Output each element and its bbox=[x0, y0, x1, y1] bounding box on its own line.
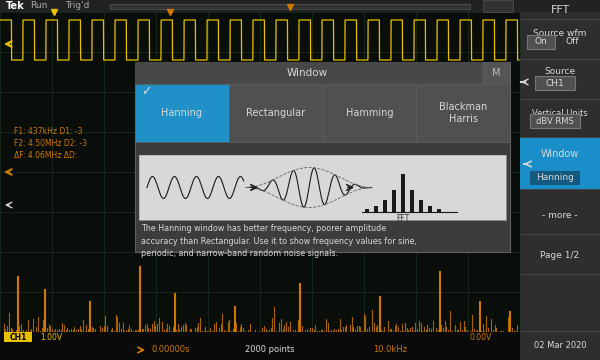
Bar bbox=[135, 62, 510, 84]
Text: F2: 4.50MHz D2: -3: F2: 4.50MHz D2: -3 bbox=[14, 139, 87, 148]
Bar bbox=[323, 84, 416, 142]
Text: 02 Mar 2020: 02 Mar 2020 bbox=[533, 341, 586, 350]
Bar bbox=[365, 209, 369, 212]
Bar bbox=[416, 84, 510, 142]
Bar bbox=[530, 114, 580, 128]
Bar bbox=[135, 62, 510, 252]
Bar bbox=[482, 62, 510, 84]
Bar bbox=[110, 4, 470, 9]
Text: - more -: - more - bbox=[542, 211, 578, 220]
Text: CH1: CH1 bbox=[545, 78, 565, 87]
Text: 2000 points: 2000 points bbox=[245, 346, 295, 355]
Text: Page 1/2: Page 1/2 bbox=[541, 251, 580, 260]
Text: Run: Run bbox=[30, 1, 47, 10]
Text: dBV RMS: dBV RMS bbox=[536, 117, 574, 126]
Bar bbox=[520, 99, 600, 100]
Bar bbox=[229, 84, 323, 142]
Bar bbox=[383, 200, 387, 212]
Bar bbox=[0, 332, 520, 360]
Bar bbox=[4, 332, 32, 342]
Bar bbox=[520, 331, 600, 332]
Bar bbox=[0, 332, 520, 360]
Text: FFT: FFT bbox=[397, 214, 410, 223]
Bar bbox=[520, 189, 600, 190]
Text: ✓: ✓ bbox=[141, 85, 151, 99]
Text: Window: Window bbox=[287, 68, 328, 78]
Bar bbox=[520, 234, 600, 235]
Text: M: M bbox=[492, 68, 500, 78]
Bar bbox=[520, 274, 600, 275]
Bar bbox=[139, 155, 506, 220]
Bar bbox=[535, 76, 575, 90]
Bar bbox=[401, 174, 405, 212]
Text: FFT: FFT bbox=[550, 5, 569, 15]
Text: F1: 437kHz D1: -3: F1: 437kHz D1: -3 bbox=[14, 127, 83, 136]
Text: Fine: Fine bbox=[490, 1, 509, 10]
Bar bbox=[437, 209, 441, 212]
Bar bbox=[374, 206, 378, 212]
Text: Blackman
Harris: Blackman Harris bbox=[439, 102, 487, 124]
Text: Hamming: Hamming bbox=[346, 108, 393, 118]
Text: Hanning: Hanning bbox=[536, 174, 574, 183]
Text: On: On bbox=[535, 37, 547, 46]
Text: Source wfm: Source wfm bbox=[533, 30, 587, 39]
Text: CH1: CH1 bbox=[10, 333, 26, 342]
Text: Off: Off bbox=[565, 37, 579, 46]
Text: 0.00000s: 0.00000s bbox=[152, 346, 191, 355]
Text: Hanning: Hanning bbox=[161, 108, 202, 118]
Text: Tek: Tek bbox=[6, 1, 25, 11]
Bar bbox=[0, 12, 520, 332]
Bar bbox=[520, 137, 600, 138]
Text: The Hanning window has better frequency, poorer amplitude
accuracy than Rectangu: The Hanning window has better frequency,… bbox=[141, 224, 417, 258]
Bar bbox=[110, 4, 470, 9]
Text: ΔF: 4.06MHz ΔD:: ΔF: 4.06MHz ΔD: bbox=[14, 152, 77, 161]
Bar bbox=[520, 0, 600, 360]
Text: le: 0.1dB: le: 0.1dB bbox=[440, 77, 478, 86]
Text: Window: Window bbox=[541, 149, 579, 159]
Bar bbox=[392, 190, 396, 212]
Text: 0.00V: 0.00V bbox=[470, 333, 492, 342]
Bar bbox=[0, 0, 600, 12]
Bar bbox=[135, 84, 229, 142]
Bar bbox=[139, 155, 506, 220]
Text: 1.00V: 1.00V bbox=[40, 333, 62, 342]
Bar bbox=[520, 59, 600, 60]
Bar bbox=[410, 190, 414, 212]
Text: Rectangular: Rectangular bbox=[246, 108, 305, 118]
Text: Source: CH1: Source: CH1 bbox=[380, 65, 448, 75]
Bar bbox=[419, 200, 423, 212]
Text: Trig'd: Trig'd bbox=[65, 1, 89, 10]
Bar bbox=[527, 35, 555, 49]
Bar bbox=[483, 0, 513, 12]
Text: Source: Source bbox=[544, 68, 575, 77]
Bar bbox=[520, 19, 600, 20]
Bar bbox=[520, 138, 600, 190]
Bar bbox=[530, 171, 580, 185]
Bar bbox=[428, 206, 432, 212]
Text: 10.0kHz: 10.0kHz bbox=[373, 346, 407, 355]
Text: Vertical Units: Vertical Units bbox=[532, 109, 588, 118]
